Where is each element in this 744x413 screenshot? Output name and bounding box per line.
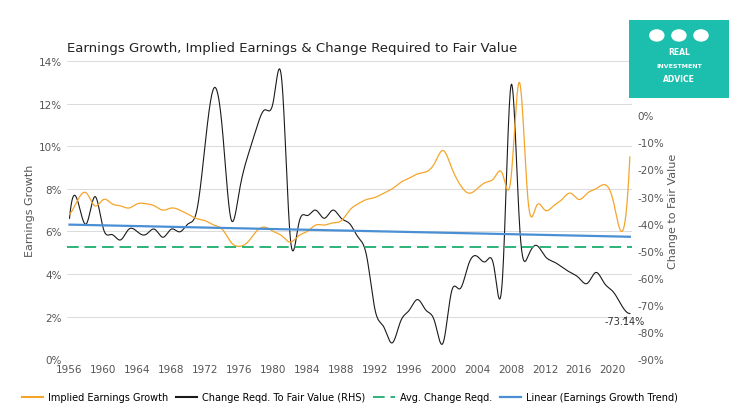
Circle shape (694, 31, 708, 42)
Text: REAL: REAL (668, 47, 690, 57)
Y-axis label: Change to Fair Value: Change to Fair Value (668, 153, 679, 268)
Legend: Implied Earnings Growth, Change Reqd. To Fair Value (RHS), Avg. Change Reqd., Li: Implied Earnings Growth, Change Reqd. To… (18, 388, 682, 406)
FancyBboxPatch shape (620, 14, 737, 105)
Text: -73.14%: -73.14% (604, 316, 644, 326)
Circle shape (650, 31, 664, 42)
Circle shape (672, 31, 686, 42)
Text: ADVICE: ADVICE (663, 75, 695, 84)
Text: Earnings Growth, Implied Earnings & Change Required to Fair Value: Earnings Growth, Implied Earnings & Chan… (67, 42, 517, 55)
Text: INVESTMENT: INVESTMENT (656, 64, 702, 69)
Y-axis label: Earnings Growth: Earnings Growth (25, 164, 35, 257)
